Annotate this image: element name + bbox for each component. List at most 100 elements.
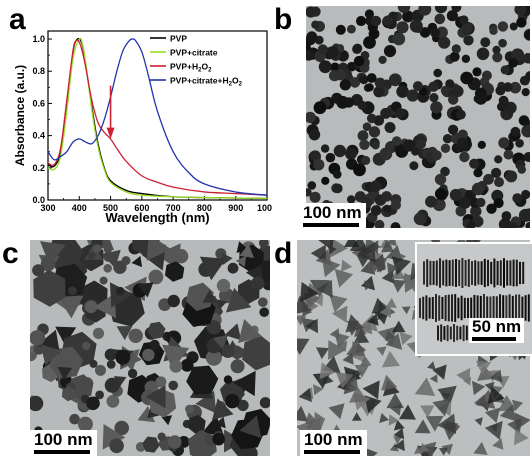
nanoprism bbox=[329, 240, 348, 258]
nanoprism bbox=[475, 360, 492, 375]
nanoprism bbox=[40, 344, 62, 366]
x-tick-label: 600 bbox=[134, 203, 149, 213]
nanoprism bbox=[313, 411, 324, 423]
nanosphere bbox=[438, 36, 451, 49]
nanoprism bbox=[473, 441, 488, 455]
nanoplate bbox=[61, 386, 76, 402]
nanoprism bbox=[131, 255, 143, 268]
nanosphere bbox=[428, 81, 439, 92]
nanoprism bbox=[362, 380, 380, 400]
nanoprism bbox=[235, 256, 246, 268]
scale-label-inset: 50 nm bbox=[472, 317, 522, 336]
nanosphere bbox=[330, 62, 340, 73]
nanosphere bbox=[223, 375, 233, 384]
nanosphere bbox=[106, 360, 116, 369]
nanosphere bbox=[467, 221, 476, 228]
x-axis-label: Wavelength (nm) bbox=[105, 210, 209, 225]
nanosphere bbox=[434, 188, 447, 200]
nanosphere bbox=[459, 151, 470, 163]
nanosphere bbox=[498, 218, 512, 228]
nanosphere bbox=[384, 122, 396, 133]
nanoprism bbox=[202, 415, 225, 437]
nanosphere bbox=[391, 136, 402, 146]
nanosphere bbox=[440, 143, 451, 153]
nanosphere bbox=[473, 168, 483, 178]
nanosphere bbox=[121, 256, 131, 266]
nanosphere bbox=[349, 77, 361, 88]
nanoprism-edge bbox=[495, 296, 498, 320]
nanosphere bbox=[402, 10, 414, 23]
nanoprism bbox=[514, 412, 530, 431]
nanoplate bbox=[186, 282, 214, 311]
nanosphere bbox=[225, 393, 240, 409]
y-tick-label: 0.4 bbox=[32, 131, 45, 141]
nanoprism bbox=[474, 417, 483, 426]
nanoprism bbox=[93, 293, 117, 319]
x-tick-label: 700 bbox=[166, 203, 181, 213]
nanosphere bbox=[30, 395, 44, 412]
nanoprism bbox=[364, 395, 382, 414]
nanosphere bbox=[334, 69, 346, 81]
nanoplate bbox=[49, 346, 84, 379]
nanosphere bbox=[461, 23, 473, 34]
nanosphere bbox=[448, 124, 459, 135]
nanoprism bbox=[332, 305, 348, 323]
nanosphere bbox=[446, 10, 458, 22]
nanosphere bbox=[366, 113, 377, 124]
nanosphere bbox=[515, 139, 524, 148]
background-b bbox=[306, 6, 530, 228]
nanoprism bbox=[212, 398, 234, 421]
scale-line-d bbox=[304, 450, 360, 454]
nanosphere bbox=[434, 173, 447, 186]
nanosphere bbox=[366, 73, 377, 83]
nanoplate bbox=[242, 335, 270, 371]
nanoprism bbox=[36, 329, 60, 355]
nanosphere bbox=[142, 348, 155, 362]
nanosphere bbox=[374, 219, 385, 228]
nanosphere bbox=[463, 35, 474, 46]
nanosphere bbox=[306, 42, 311, 53]
nanoprism bbox=[300, 281, 319, 303]
nanoprism-edge bbox=[438, 295, 441, 321]
nanoprism bbox=[393, 428, 405, 440]
nanosphere bbox=[498, 98, 510, 109]
nanosphere bbox=[336, 95, 349, 109]
nanosphere bbox=[492, 45, 501, 55]
nanosphere bbox=[326, 46, 339, 59]
nanosphere bbox=[251, 276, 265, 290]
nanosphere bbox=[429, 93, 439, 103]
nanoprism bbox=[316, 279, 333, 298]
y-tick-label: 0.8 bbox=[32, 66, 45, 76]
nanosphere bbox=[406, 89, 419, 102]
nanoprism bbox=[484, 381, 495, 392]
nanosphere bbox=[357, 100, 367, 110]
nanoprism bbox=[356, 254, 371, 268]
nanosphere bbox=[308, 129, 321, 141]
nanoprism-edge bbox=[456, 325, 459, 341]
nanoprism bbox=[437, 385, 457, 405]
nanosphere bbox=[347, 24, 356, 34]
nanoprism bbox=[392, 320, 406, 333]
nanosphere bbox=[167, 294, 180, 308]
nanoprism bbox=[344, 240, 360, 247]
nanosphere bbox=[354, 191, 366, 203]
nanoprism-edge bbox=[474, 260, 477, 286]
nanoprism-edge bbox=[425, 295, 428, 321]
nanoprism bbox=[381, 269, 395, 284]
nanoprism bbox=[199, 256, 227, 281]
nanoprism bbox=[490, 369, 503, 383]
nanosphere bbox=[333, 170, 342, 179]
nanosphere bbox=[380, 107, 392, 119]
nanosphere bbox=[99, 276, 108, 285]
nanosphere bbox=[363, 36, 376, 49]
nanosphere bbox=[216, 278, 231, 293]
nanoprism bbox=[349, 385, 368, 403]
nanosphere bbox=[32, 264, 45, 277]
nanoprism bbox=[239, 244, 254, 258]
nanoprism-edge bbox=[448, 260, 451, 286]
nanosphere bbox=[518, 115, 530, 126]
nanosphere bbox=[510, 126, 521, 137]
nanosphere bbox=[481, 70, 492, 81]
nanoprism bbox=[146, 240, 171, 261]
